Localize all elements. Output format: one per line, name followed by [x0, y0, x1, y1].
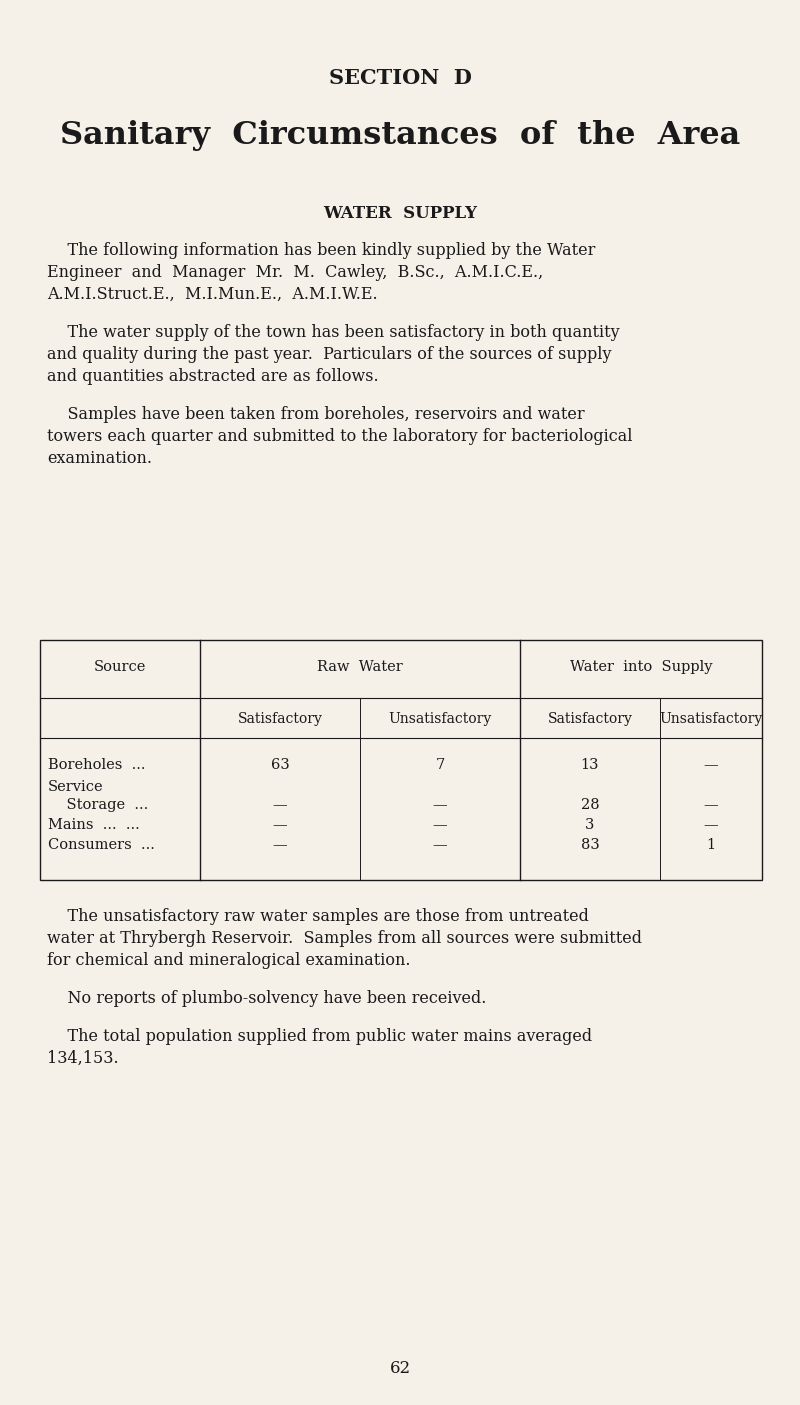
Text: Mains  ...  ...: Mains ... ...	[48, 818, 140, 832]
Text: SECTION  D: SECTION D	[329, 67, 471, 89]
Text: WATER  SUPPLY: WATER SUPPLY	[323, 205, 477, 222]
Text: The water supply of the town has been satisfactory in both quantity: The water supply of the town has been sa…	[47, 325, 620, 341]
Text: Source: Source	[94, 660, 146, 674]
Text: 13: 13	[581, 759, 599, 771]
Text: 28: 28	[581, 798, 599, 812]
Text: The following information has been kindly supplied by the Water: The following information has been kindl…	[47, 242, 595, 259]
Text: —: —	[433, 837, 447, 851]
Text: Boreholes  ...: Boreholes ...	[48, 759, 146, 771]
Text: Consumers  ...: Consumers ...	[48, 837, 155, 851]
Text: 3: 3	[586, 818, 594, 832]
Text: Samples have been taken from boreholes, reservoirs and water: Samples have been taken from boreholes, …	[47, 406, 585, 423]
Text: 134,153.: 134,153.	[47, 1050, 118, 1066]
Text: 1: 1	[706, 837, 715, 851]
Text: —: —	[433, 818, 447, 832]
Text: Satisfactory: Satisfactory	[547, 712, 633, 726]
Text: —: —	[704, 818, 718, 832]
Bar	[40, 641, 762, 880]
Text: —: —	[704, 798, 718, 812]
Text: —: —	[273, 818, 287, 832]
Text: for chemical and mineralogical examination.: for chemical and mineralogical examinati…	[47, 953, 410, 969]
Text: 7: 7	[435, 759, 445, 771]
Text: 83: 83	[581, 837, 599, 851]
Text: and quality during the past year.  Particulars of the sources of supply: and quality during the past year. Partic…	[47, 346, 611, 362]
Text: —: —	[433, 798, 447, 812]
Text: A.M.I.Struct.E.,  M.I.Mun.E.,  A.M.I.W.E.: A.M.I.Struct.E., M.I.Mun.E., A.M.I.W.E.	[47, 287, 378, 303]
Text: Engineer  and  Manager  Mr.  M.  Cawley,  B.Sc.,  A.M.I.C.E.,: Engineer and Manager Mr. M. Cawley, B.Sc…	[47, 264, 543, 281]
Text: examination.: examination.	[47, 450, 152, 466]
Text: No reports of plumbo-solvency have been received.: No reports of plumbo-solvency have been …	[47, 991, 486, 1007]
Text: Unsatisfactory: Unsatisfactory	[659, 712, 762, 726]
Text: towers each quarter and submitted to the laboratory for bacteriological: towers each quarter and submitted to the…	[47, 429, 633, 445]
Text: and quantities abstracted are as follows.: and quantities abstracted are as follows…	[47, 368, 378, 385]
Text: The total population supplied from public water mains averaged: The total population supplied from publi…	[47, 1028, 592, 1045]
Text: Service: Service	[48, 780, 104, 794]
Text: Water  into  Supply: Water into Supply	[570, 660, 712, 674]
Text: Satisfactory: Satisfactory	[238, 712, 322, 726]
Text: Storage  ...: Storage ...	[48, 798, 148, 812]
Text: Unsatisfactory: Unsatisfactory	[388, 712, 492, 726]
Text: 63: 63	[270, 759, 290, 771]
Text: —: —	[273, 798, 287, 812]
Text: —: —	[273, 837, 287, 851]
Text: The unsatisfactory raw water samples are those from untreated: The unsatisfactory raw water samples are…	[47, 908, 589, 924]
Text: water at Thrybergh Reservoir.  Samples from all sources were submitted: water at Thrybergh Reservoir. Samples fr…	[47, 930, 642, 947]
Text: Sanitary  Circumstances  of  the  Area: Sanitary Circumstances of the Area	[60, 119, 740, 150]
Text: 62: 62	[390, 1360, 410, 1377]
Text: —: —	[704, 759, 718, 771]
Text: Raw  Water: Raw Water	[317, 660, 403, 674]
